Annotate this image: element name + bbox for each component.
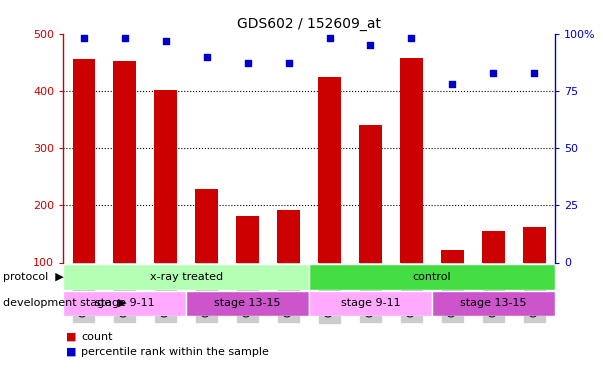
Bar bbox=[359, 125, 382, 262]
Text: stage 13-15: stage 13-15 bbox=[460, 298, 526, 308]
Point bbox=[161, 38, 171, 44]
Bar bbox=[309, 264, 555, 290]
Bar bbox=[441, 250, 464, 262]
Bar bbox=[154, 90, 177, 262]
Bar bbox=[195, 189, 218, 262]
Bar bbox=[186, 291, 309, 316]
Text: count: count bbox=[81, 332, 113, 342]
Text: percentile rank within the sample: percentile rank within the sample bbox=[81, 347, 270, 357]
Point bbox=[406, 35, 416, 41]
Bar bbox=[432, 291, 555, 316]
Bar bbox=[523, 227, 546, 262]
Text: stage 9-11: stage 9-11 bbox=[95, 298, 154, 308]
Point bbox=[488, 70, 498, 76]
Point bbox=[120, 35, 130, 41]
Text: stage 13-15: stage 13-15 bbox=[214, 298, 281, 308]
Point bbox=[324, 35, 334, 41]
Bar bbox=[400, 58, 423, 262]
Point bbox=[365, 42, 375, 48]
Bar bbox=[113, 61, 136, 262]
Bar bbox=[277, 210, 300, 262]
Text: x-ray treated: x-ray treated bbox=[150, 272, 223, 282]
Point bbox=[79, 35, 89, 41]
Point bbox=[243, 60, 253, 66]
Point bbox=[284, 60, 294, 66]
Title: GDS602 / 152609_at: GDS602 / 152609_at bbox=[237, 17, 381, 32]
Bar bbox=[72, 60, 95, 262]
Point bbox=[529, 70, 539, 76]
Bar bbox=[482, 231, 505, 262]
Text: ■: ■ bbox=[66, 332, 77, 342]
Bar bbox=[318, 77, 341, 262]
Point bbox=[202, 54, 212, 60]
Text: ■: ■ bbox=[66, 347, 77, 357]
Text: protocol  ▶: protocol ▶ bbox=[3, 272, 64, 282]
Point bbox=[447, 81, 457, 87]
Bar bbox=[236, 216, 259, 262]
Text: development stage  ▶: development stage ▶ bbox=[3, 298, 127, 308]
Bar bbox=[309, 291, 432, 316]
Text: stage 9-11: stage 9-11 bbox=[341, 298, 400, 308]
Bar bbox=[63, 291, 186, 316]
Bar bbox=[63, 264, 309, 290]
Text: control: control bbox=[412, 272, 451, 282]
